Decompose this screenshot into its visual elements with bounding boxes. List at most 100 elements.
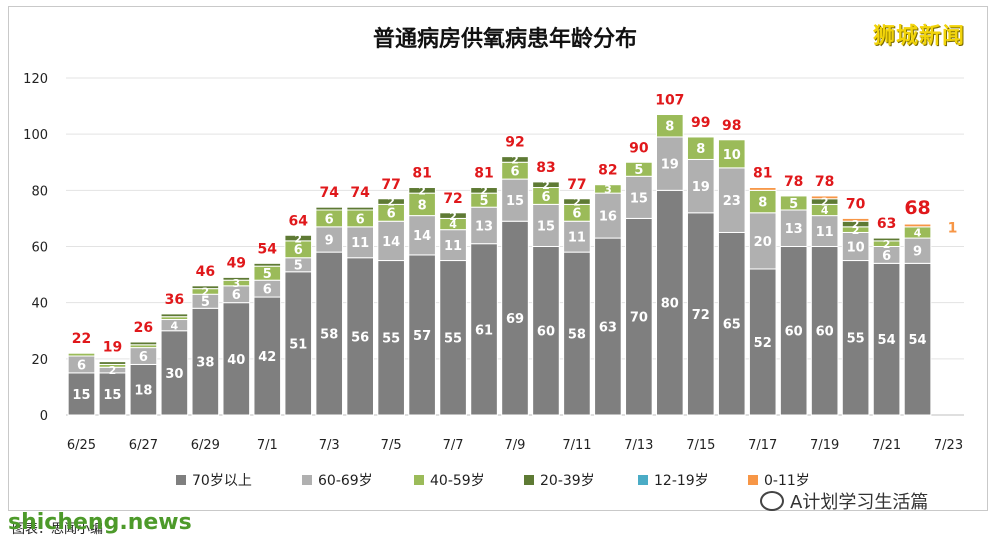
bar-segment	[625, 161, 653, 177]
data-label: 70	[630, 311, 648, 326]
x-tick-label: 6/25	[67, 438, 96, 453]
bar-segment	[779, 195, 808, 211]
total-label: 19	[103, 340, 122, 356]
bar-segment	[717, 139, 746, 169]
chart-title: 普通病房供氧病患年龄分布	[373, 26, 637, 52]
extra-data-label: 1	[948, 220, 958, 236]
bar-segment	[470, 187, 498, 194]
data-label: 15	[537, 219, 555, 234]
legend-swatch	[176, 475, 186, 485]
bar-segment	[903, 262, 932, 416]
bar-segment	[872, 237, 901, 242]
bar-segment	[129, 363, 158, 416]
y-tick-label: 40	[31, 297, 48, 312]
bar-segment	[748, 187, 777, 191]
bar-segment	[253, 296, 282, 416]
bar-segment	[408, 254, 436, 416]
bar-segment	[129, 341, 158, 346]
total-label: 99	[691, 115, 710, 131]
bar-segment	[98, 372, 127, 416]
x-tick-label: 7/9	[505, 438, 526, 453]
data-label: 5	[480, 194, 489, 209]
data-label: 15	[72, 388, 90, 403]
total-label: 72	[443, 191, 462, 207]
x-tick-label: 7/23	[934, 438, 963, 453]
x-tick-label: 7/3	[319, 438, 340, 453]
source-footnote: 图表：思闻小编	[12, 522, 104, 537]
data-label: 2	[202, 286, 210, 299]
bar-segment	[903, 223, 932, 228]
bar-segment	[872, 262, 901, 416]
x-tick-label: 6/29	[191, 438, 220, 453]
data-label: 2	[418, 185, 426, 198]
bar-segment	[439, 260, 467, 416]
data-label: 16	[599, 210, 617, 225]
x-tick-label: 7/5	[381, 438, 402, 453]
data-label: 54	[878, 333, 896, 348]
data-label: 10	[847, 240, 865, 255]
data-label: 51	[289, 337, 307, 352]
total-label: 83	[536, 160, 555, 176]
x-tick-label: 7/15	[686, 438, 715, 453]
data-label: 42	[258, 350, 276, 365]
total-label: 81	[753, 166, 772, 182]
data-label: 4	[449, 218, 457, 231]
total-label: 81	[412, 166, 431, 182]
total-label: 81	[474, 166, 493, 182]
bar-segment	[563, 220, 591, 253]
data-label: 6	[325, 212, 334, 227]
bar-segment	[67, 372, 96, 416]
data-label: 2	[387, 196, 395, 209]
data-label: 6	[882, 249, 891, 264]
data-label: 18	[134, 384, 152, 399]
legend-swatch	[302, 475, 312, 485]
data-label: 10	[723, 148, 741, 163]
bar-segment	[284, 234, 313, 242]
legend-label: 70岁以上	[192, 473, 252, 489]
x-tick-label: 7/17	[748, 438, 777, 453]
bar-segment	[377, 220, 405, 262]
data-label: 38	[196, 356, 214, 371]
total-label: 74	[319, 185, 339, 201]
bar-segment	[408, 215, 436, 256]
data-label: 2	[511, 154, 519, 167]
bar-segment	[315, 206, 344, 211]
data-label: 57	[413, 329, 431, 344]
data-label: 6	[294, 243, 303, 258]
bar-segment	[67, 352, 96, 357]
total-label: 98	[722, 118, 741, 134]
bar-segment	[98, 361, 127, 365]
data-label: 19	[692, 180, 710, 195]
total-label: 54	[258, 241, 278, 257]
wechat-attribution: A计划学习生活篇	[760, 488, 928, 514]
bar-segment	[717, 167, 746, 233]
legend-swatch	[748, 475, 758, 485]
legend-swatch	[524, 475, 534, 485]
bar-segment	[315, 251, 344, 416]
bar-segment	[594, 192, 622, 239]
y-tick-label: 0	[40, 409, 48, 424]
bar-segment	[470, 243, 498, 416]
bar-segment	[594, 184, 622, 194]
legend-swatch	[638, 475, 648, 485]
data-label: 56	[351, 330, 369, 345]
bar-segment	[841, 217, 870, 222]
data-label: 5	[789, 197, 798, 212]
bar-segment	[191, 307, 220, 416]
data-label: 63	[599, 320, 617, 335]
x-tick-label: 7/19	[810, 438, 839, 453]
legend-label: 60-69岁	[318, 473, 373, 489]
data-label: 54	[909, 333, 927, 348]
bar-segment	[841, 260, 870, 416]
data-label: 2	[852, 218, 860, 231]
bar-segment	[501, 220, 529, 416]
legend-label: 20-39岁	[540, 473, 595, 489]
y-tick-label: 120	[23, 72, 48, 87]
data-label: 2	[852, 224, 860, 237]
data-label: 11	[351, 236, 369, 251]
total-label: 77	[567, 177, 586, 193]
data-label: 65	[723, 318, 741, 333]
x-tick-label: 7/7	[443, 438, 464, 453]
bar-segment	[501, 156, 529, 163]
